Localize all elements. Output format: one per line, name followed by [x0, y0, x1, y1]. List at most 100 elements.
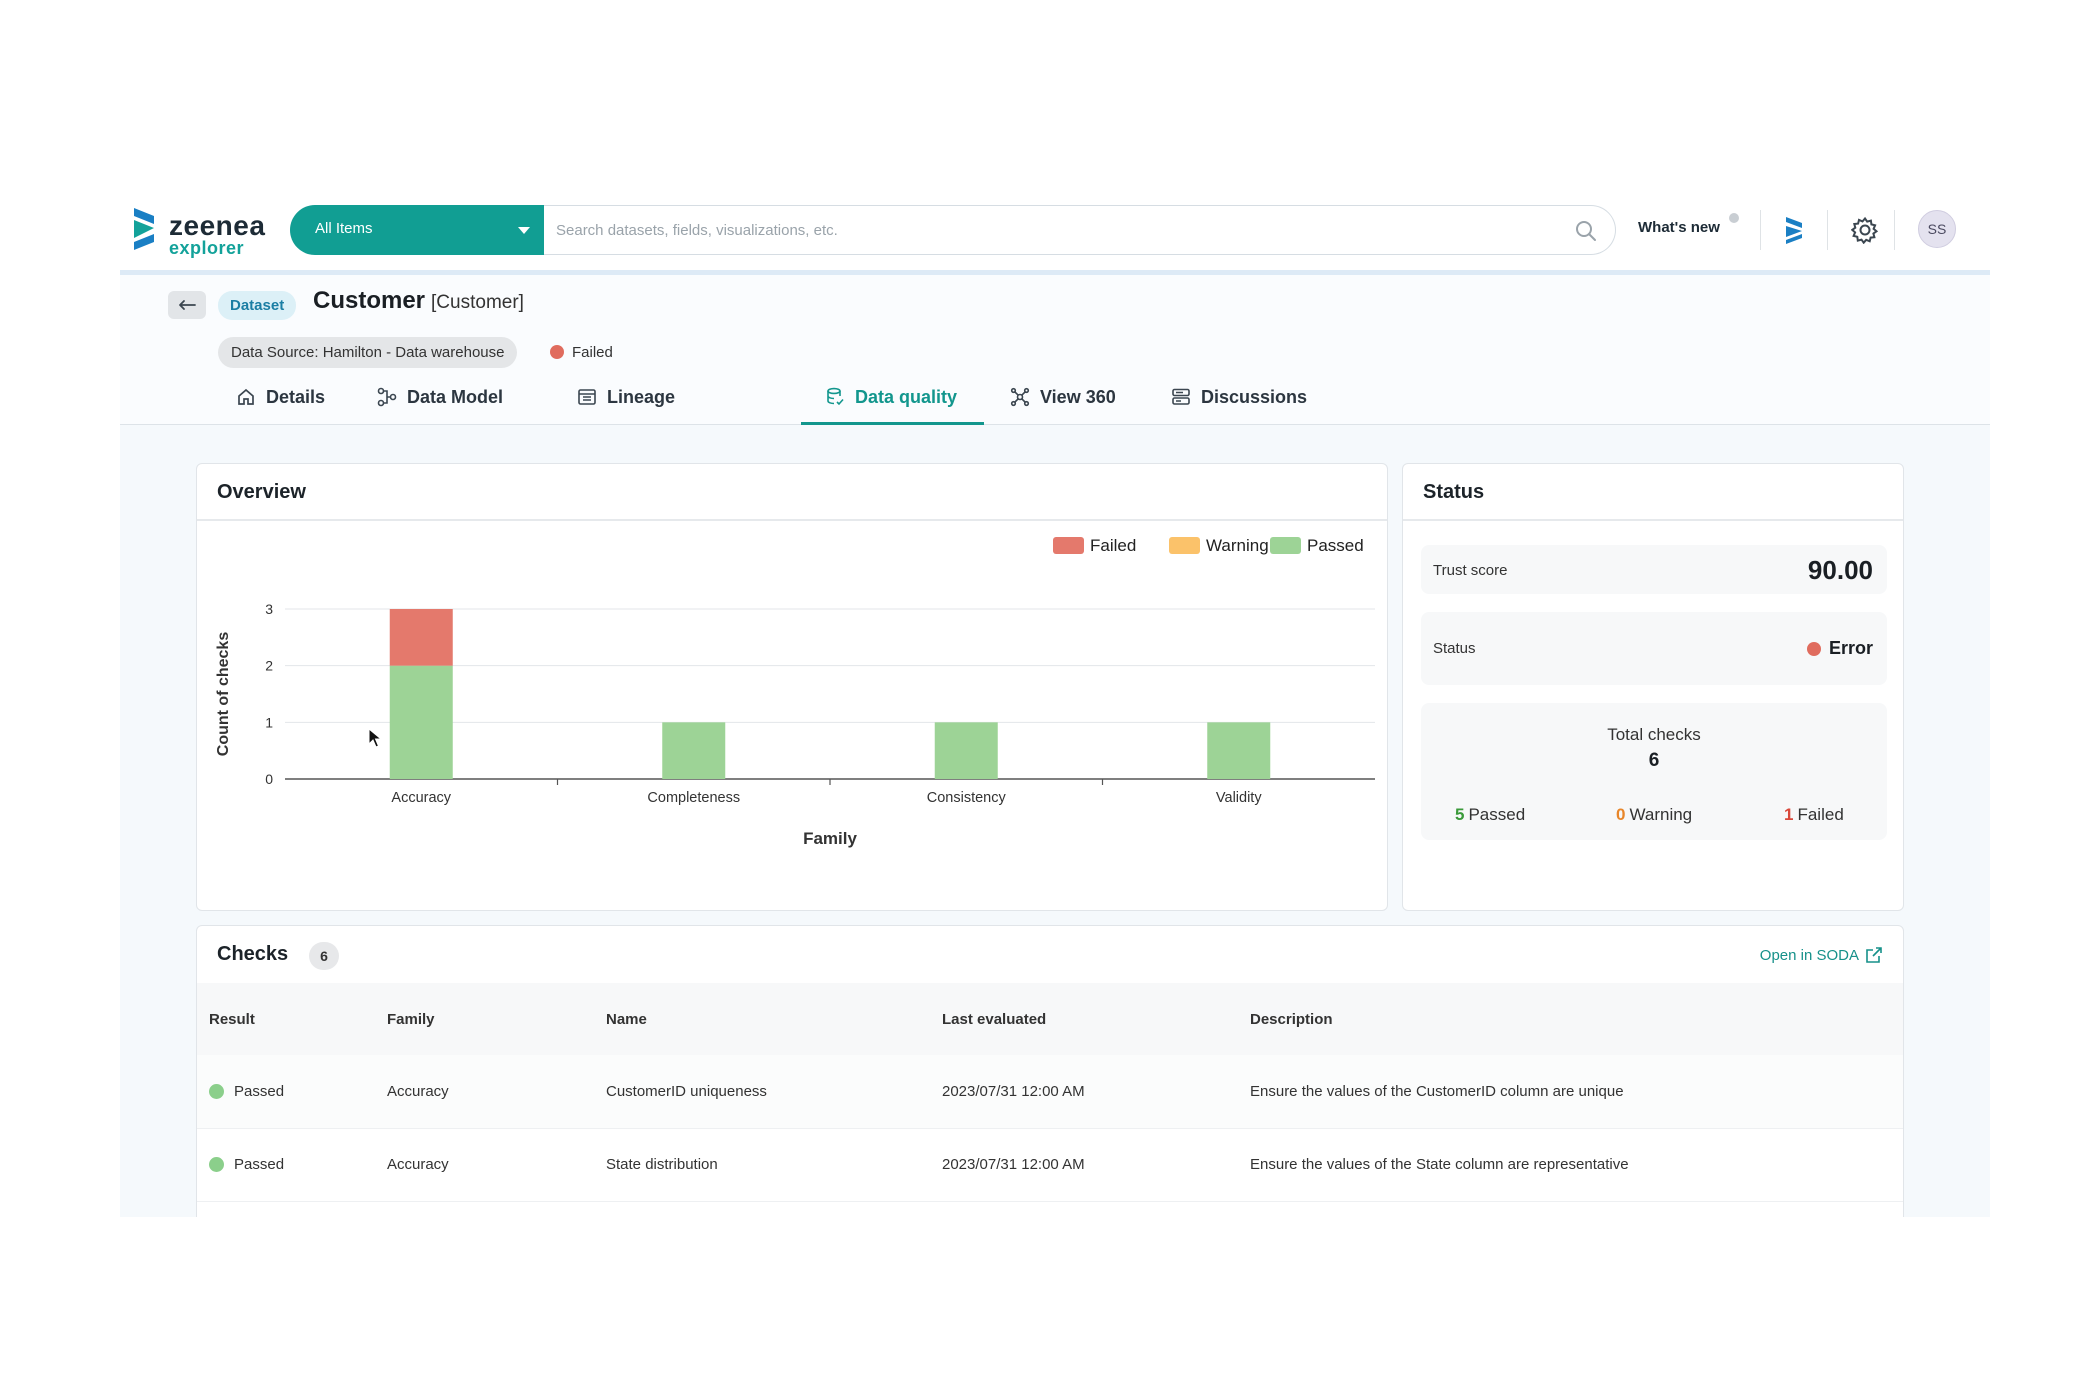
item-type-badge: Dataset	[218, 291, 297, 320]
x-axis-title: Family	[803, 829, 857, 848]
failed-count: 1	[1784, 805, 1794, 824]
open-in-soda-link[interactable]: Open in SODA	[1760, 946, 1883, 964]
checks-table: Result Family Name Last evaluated Descri…	[197, 983, 1903, 1202]
lineage-icon	[578, 389, 596, 405]
tab-data-quality[interactable]: Data quality	[801, 387, 984, 425]
result-cell: Passed	[197, 1128, 375, 1202]
gear-icon[interactable]	[1851, 216, 1879, 244]
warning-total: 0 Warning	[1616, 805, 1692, 825]
arrow-left-icon	[179, 300, 196, 310]
tab-label: View 360	[1040, 387, 1116, 407]
name-cell: CustomerID uniqueness	[594, 1055, 930, 1129]
x-tick-label: Accuracy	[391, 790, 451, 806]
checks-card: Checks 6 Open in SODA Result Family Name…	[196, 925, 1904, 1217]
avatar[interactable]: SS	[1918, 210, 1956, 248]
tab-label: Data Model	[407, 387, 504, 407]
status-value: Error	[1806, 638, 1873, 659]
zeenea-logo-icon	[134, 208, 154, 250]
status-value-text: Error	[1828, 638, 1873, 658]
result-text: Passed	[234, 1082, 285, 1100]
legend-swatch-passed	[1270, 537, 1301, 554]
logo[interactable]: zeenea explorer	[132, 206, 272, 258]
data-source-pill[interactable]: Data Source: Hamilton - Data warehouse	[218, 337, 518, 368]
table-row[interactable]: Passed Accuracy CustomerID uniqueness 20…	[197, 1055, 1903, 1129]
tab-label: Discussions	[1201, 387, 1308, 407]
dataset-name: Customer	[313, 287, 426, 314]
y-axis-title: Count of checks	[215, 632, 232, 757]
home-icon	[238, 388, 254, 405]
checks-title: Checks	[217, 943, 289, 965]
y-tick-label: 1	[265, 714, 273, 730]
whats-new-link[interactable]: What's new	[1638, 219, 1720, 236]
legend-swatch-failed	[1053, 537, 1084, 554]
status-dot	[209, 1157, 224, 1172]
passed-count: 5	[1455, 805, 1465, 824]
legend-label-failed: Failed	[1090, 536, 1136, 555]
data-source-label: Data Source:	[231, 344, 319, 361]
table-header-row: Result Family Name Last evaluated Descri…	[197, 983, 1903, 1055]
tab-details[interactable]: Details	[236, 387, 346, 425]
last-evaluated-cell: 2023/07/31 12:00 AM	[930, 1128, 1238, 1202]
column-header-result[interactable]: Result	[197, 983, 375, 1055]
tab-data-model[interactable]: Data Model	[377, 387, 547, 425]
search-icon[interactable]	[1575, 220, 1597, 242]
y-tick-label: 2	[265, 658, 273, 674]
family-cell: Accuracy	[375, 1055, 594, 1129]
quality-bar-chart: 0 1 2 3 Accuracy Completeness Consistency Valid…	[215, 536, 1375, 848]
data-source-value: Hamilton - Data warehouse	[322, 344, 505, 361]
failed-label: Failed	[1797, 805, 1844, 824]
database-check-icon	[827, 387, 844, 406]
total-checks-label: Total checks	[1607, 725, 1701, 744]
search-scope-select[interactable]: All Items	[290, 205, 544, 255]
column-header-last-evaluated[interactable]: Last evaluated	[930, 983, 1238, 1055]
bar-passed	[662, 722, 726, 779]
back-button[interactable]	[168, 291, 206, 319]
data-model-icon	[377, 387, 397, 407]
result-cell: Passed	[197, 1055, 375, 1129]
x-tick-label: Completeness	[647, 790, 740, 806]
discussions-icon	[1172, 388, 1190, 405]
tab-label: Details	[266, 387, 326, 407]
divider	[1403, 519, 1903, 521]
mouse-cursor-icon	[368, 728, 382, 748]
logo-brand-text: zeenea	[169, 210, 266, 241]
search-box	[544, 205, 1616, 255]
quality-status-text: Failed	[572, 344, 613, 361]
x-tick-label: Validity	[1216, 790, 1262, 806]
search-scope-value: All Items	[315, 220, 373, 237]
quality-status-indicator: Failed	[550, 344, 613, 361]
trust-score-label: Trust score	[1433, 562, 1508, 579]
status-card: Status Trust score 90.00 Status Error To…	[1402, 463, 1904, 911]
overview-card: Overview 0 1 2 3 Accuracy Completeness Consist…	[196, 463, 1388, 911]
open-in-soda-label: Open in SODA	[1759, 947, 1859, 964]
external-link-icon	[1866, 947, 1882, 963]
tab-label: Lineage	[607, 387, 676, 407]
family-cell: Accuracy	[375, 1128, 594, 1202]
column-header-family[interactable]: Family	[375, 983, 594, 1055]
total-checks-box: Total checks 6 5 Passed 0 Warning 1 Failed	[1421, 703, 1887, 840]
last-evaluated-cell: 2023/07/31 12:00 AM	[930, 1055, 1238, 1129]
warning-label: Warning	[1629, 805, 1693, 824]
column-header-description[interactable]: Description	[1238, 983, 1903, 1055]
status-box: Status Error	[1421, 612, 1887, 685]
dataset-code: [Customer]	[431, 292, 524, 313]
column-header-name[interactable]: Name	[594, 983, 930, 1055]
overview-title: Overview	[217, 481, 306, 503]
divider	[1760, 210, 1761, 250]
result-text: Passed	[234, 1156, 285, 1173]
total-checks-value: 6	[1648, 750, 1660, 771]
tab-discussions[interactable]: Discussions	[1171, 387, 1311, 425]
divider	[1827, 210, 1828, 250]
legend-swatch-warning	[1169, 537, 1200, 554]
y-tick-label: 3	[265, 601, 273, 617]
tab-lineage[interactable]: Lineage	[577, 387, 707, 425]
zeenea-app-icon[interactable]	[1784, 216, 1806, 244]
tab-view-360[interactable]: View 360	[1010, 387, 1130, 425]
trust-score-value: 90.00	[1807, 555, 1873, 585]
search-input[interactable]	[556, 218, 1556, 242]
passed-total: 5 Passed	[1455, 805, 1525, 825]
notification-dot	[1729, 213, 1739, 223]
table-row[interactable]: Passed Accuracy State distribution 2023/…	[197, 1128, 1903, 1202]
bar-passed	[1207, 722, 1271, 779]
view-360-icon	[1010, 387, 1030, 407]
